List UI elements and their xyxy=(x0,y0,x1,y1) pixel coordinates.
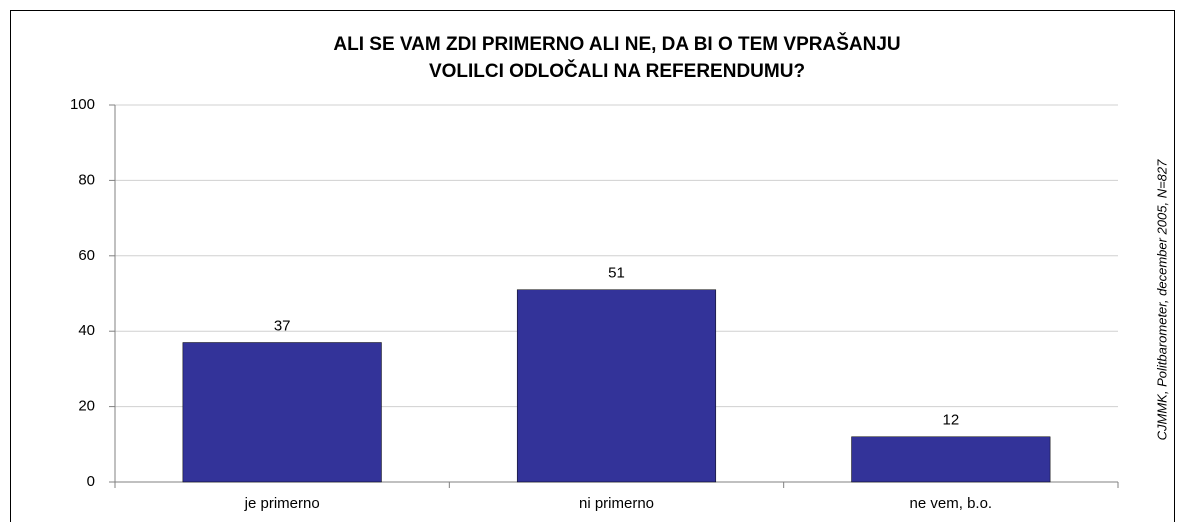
y-tick-label: 20 xyxy=(78,398,95,415)
chart-title: VOLILCI ODLOČALI NA REFERENDUMU? xyxy=(429,60,805,82)
chart-title: ALI SE VAM ZDI PRIMERNO ALI NE, DA BI O … xyxy=(333,33,900,55)
x-tick-label: ni primerno xyxy=(579,495,654,512)
y-tick-label: 100 xyxy=(70,96,95,113)
value-label: 12 xyxy=(942,412,959,429)
y-tick-label: 80 xyxy=(78,171,95,188)
value-label: 51 xyxy=(608,265,625,282)
x-tick-label: je primerno xyxy=(244,495,320,512)
source-note: CJMMK, Politbarometer, december 2005, N=… xyxy=(1154,159,1169,440)
y-tick-label: 60 xyxy=(78,247,95,264)
y-tick-label: 0 xyxy=(87,473,95,490)
value-label: 37 xyxy=(274,317,291,334)
bar xyxy=(182,342,382,483)
y-tick-label: 40 xyxy=(78,322,95,339)
bar xyxy=(851,436,1051,483)
x-tick-label: ne vem, b.o. xyxy=(910,495,993,512)
bar xyxy=(516,289,717,483)
